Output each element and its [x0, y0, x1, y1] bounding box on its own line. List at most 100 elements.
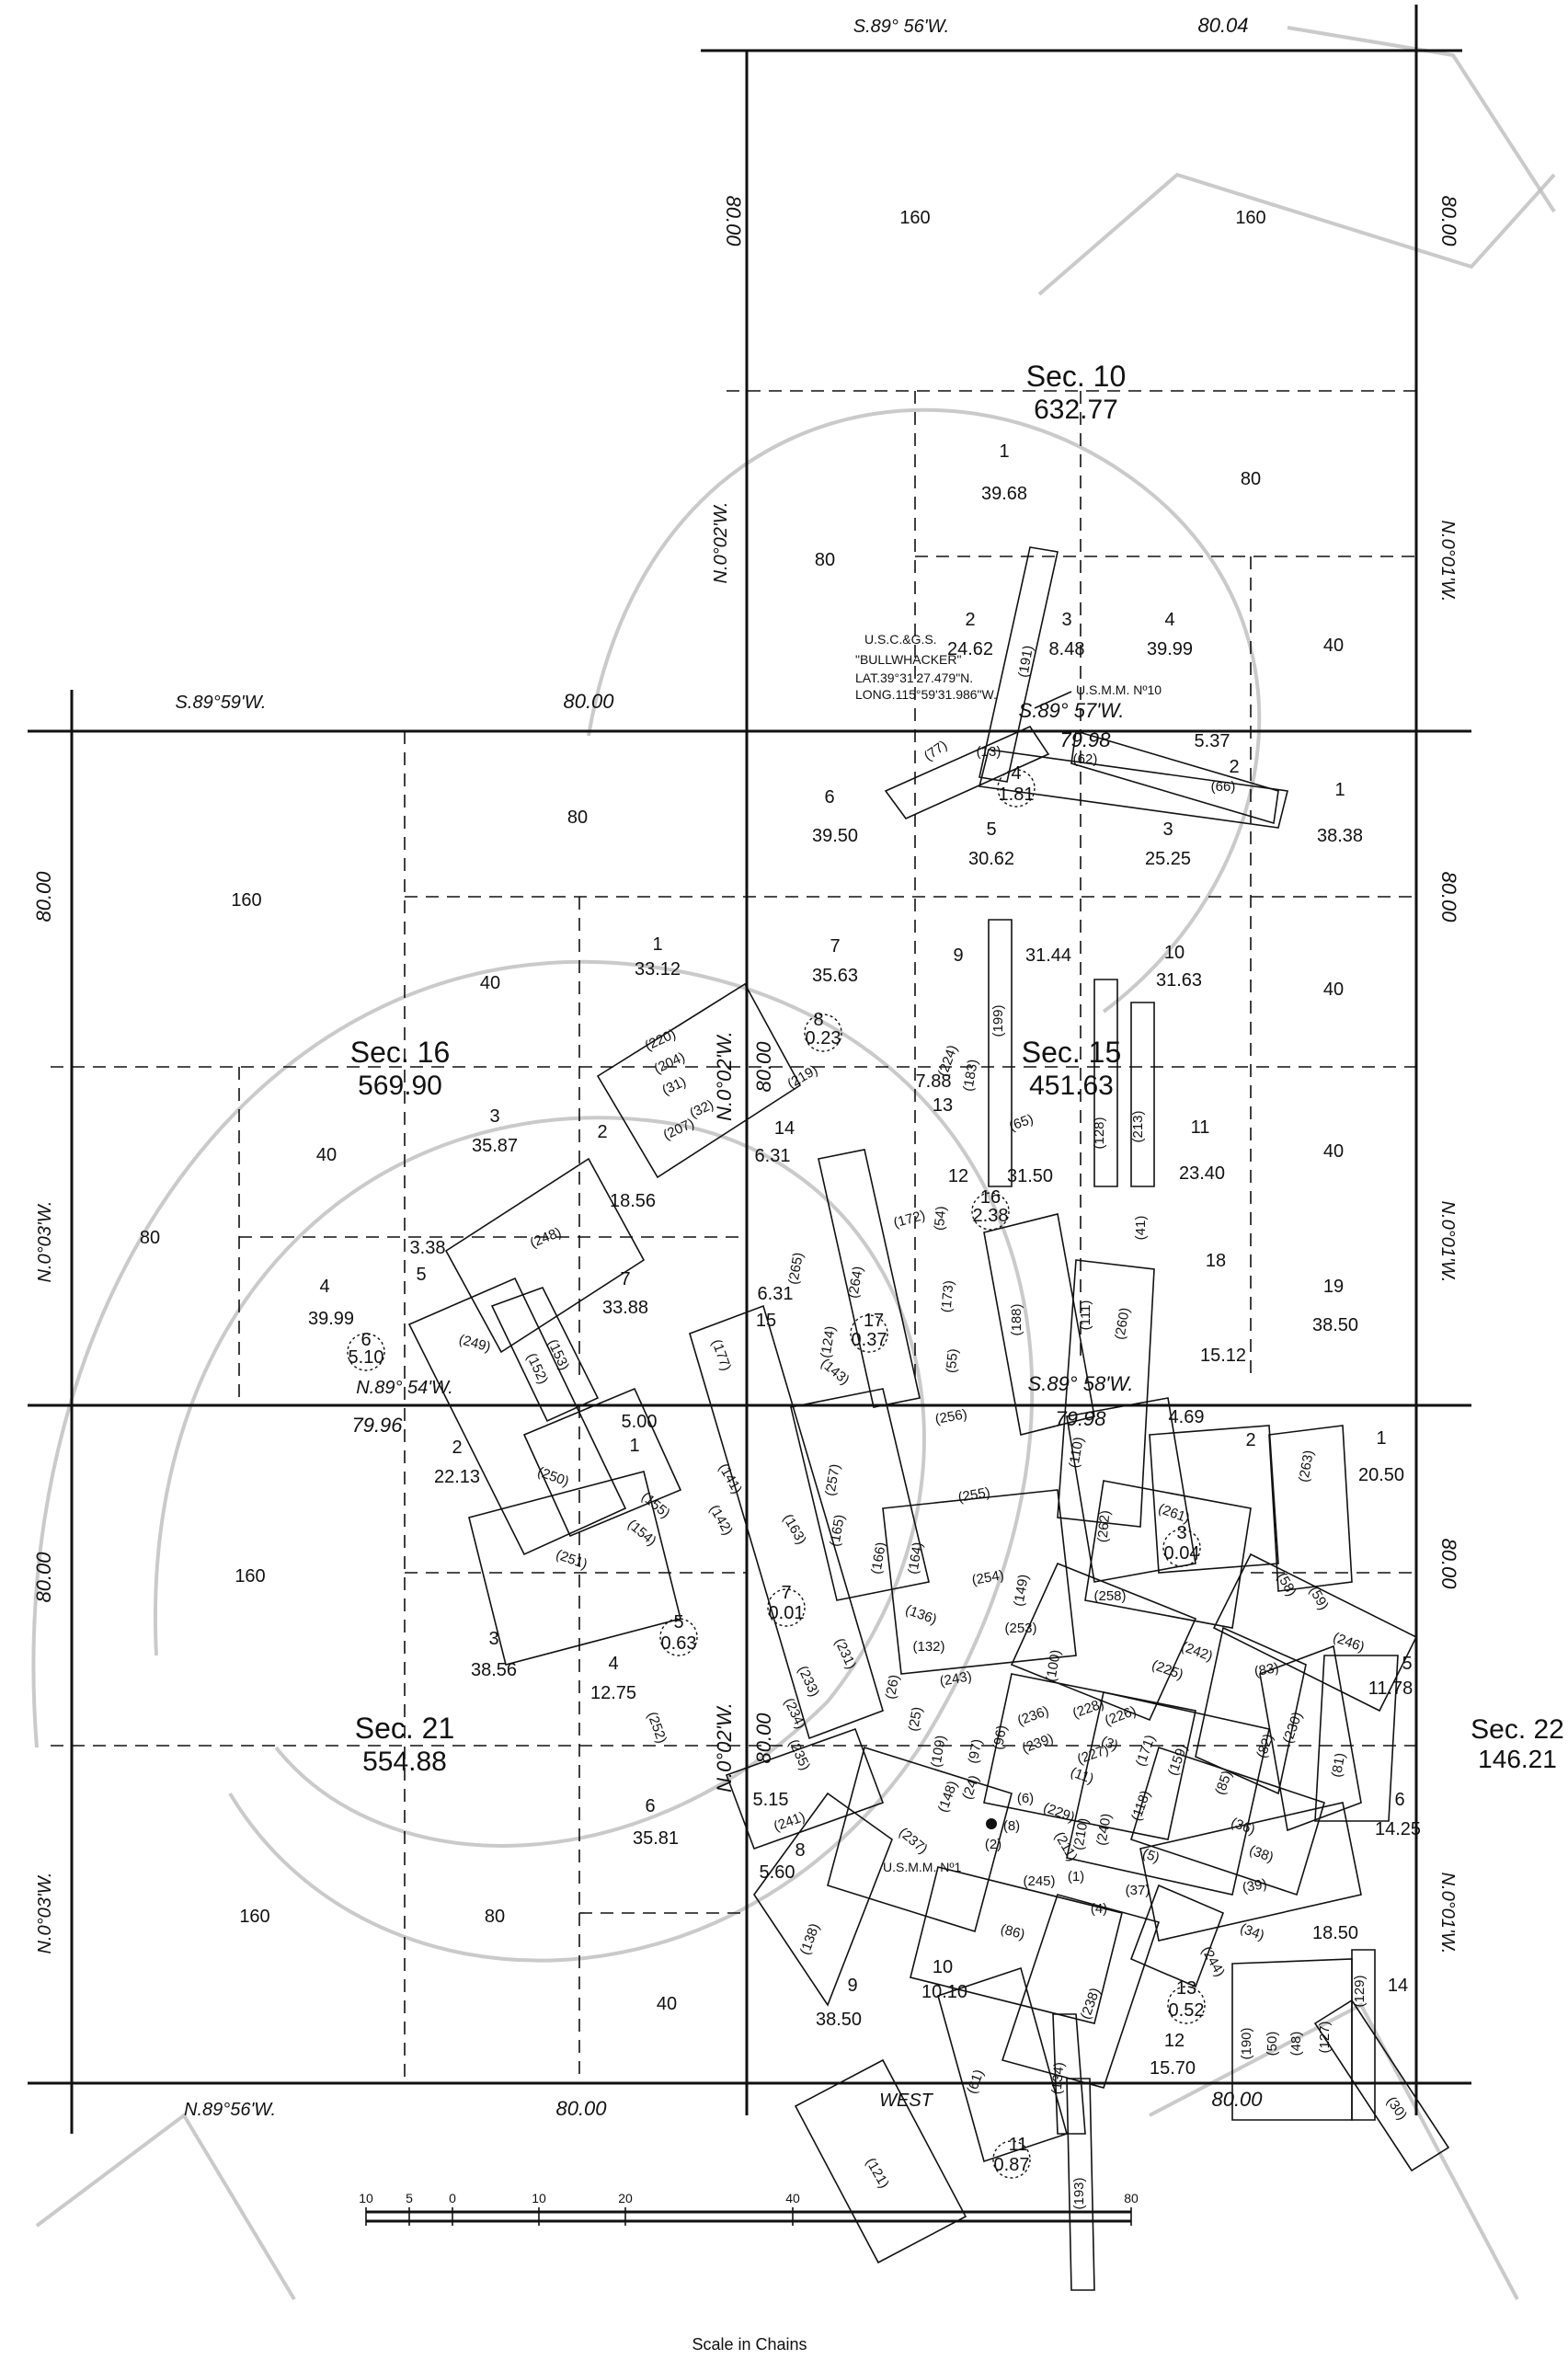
distance: 79.98 — [1055, 1407, 1106, 1430]
claim-outlines — [407, 546, 1450, 2291]
lot-label: 24.62 — [947, 639, 993, 659]
claim-label: (258) — [1093, 1588, 1126, 1604]
section-name: Sec. 10 — [1026, 360, 1127, 393]
lot-label: 1 — [999, 441, 1009, 462]
lot-label: 7 — [781, 1583, 791, 1603]
lot-label: 38.38 — [1317, 826, 1363, 846]
lot-label: 39.68 — [981, 484, 1027, 504]
lot-label: 4.69 — [1169, 1407, 1205, 1427]
claim-label: (204) — [652, 1049, 688, 1077]
claim-label: (8) — [1003, 1818, 1020, 1834]
claim-label: (127) — [1317, 2021, 1333, 2053]
claim-label: (233) — [795, 1664, 822, 1700]
lot-label: 10 — [1164, 943, 1185, 963]
scale-tick: 40 — [785, 2191, 800, 2205]
lot-label: 11.78 — [1368, 1678, 1413, 1699]
claim-label: (165) — [827, 1513, 848, 1547]
claim-label: (50) — [1265, 2032, 1280, 2056]
claim-label: (236) — [1015, 1703, 1051, 1729]
lot-label: 3 — [1162, 819, 1173, 840]
lot-label: 1 — [652, 934, 662, 955]
claim-label: (118) — [1128, 1789, 1154, 1824]
lot-label: 40 — [1323, 1141, 1344, 1162]
claim-label: (220) — [643, 1026, 679, 1054]
lot-label: 0.52 — [1169, 2000, 1205, 2021]
claim-label: (148) — [935, 1779, 961, 1815]
lot-label: 0.01 — [769, 1603, 805, 1623]
lot-label: 9 — [953, 945, 963, 966]
claim-label: (36) — [1229, 1815, 1257, 1838]
claim-label: (245) — [1023, 1873, 1055, 1889]
claim-label: (256) — [933, 1406, 967, 1427]
lot-label: 15.70 — [1150, 2058, 1196, 2079]
claim-label: (81) — [1329, 1752, 1348, 1779]
claim-label: (199) — [990, 1004, 1006, 1037]
lot-label: 39.99 — [1147, 639, 1193, 659]
lot-label: 80 — [485, 1907, 505, 1927]
lot-label: 35.63 — [812, 966, 858, 986]
monument-label: U.S.M.M. Nº1 — [883, 1860, 961, 1874]
claim-label: (77) — [921, 738, 951, 764]
lot-label: 5.37 — [1195, 731, 1230, 751]
claim-label: (128) — [1092, 1117, 1107, 1149]
monument-label: LAT.39°31'27.479"N. — [855, 670, 973, 685]
distance: 80.00 — [722, 195, 745, 246]
claim-label: (134) — [1049, 2061, 1068, 2094]
claim-label: (141) — [715, 1461, 745, 1496]
claim-label: (30) — [1383, 2094, 1410, 2124]
lot-label: 18.56 — [610, 1191, 656, 1211]
claim-label: (226) — [1103, 1703, 1139, 1729]
lot-label: 40 — [316, 1145, 337, 1165]
claim-label: (242) — [1179, 1639, 1215, 1665]
claim-label: (48) — [1288, 2032, 1304, 2056]
claim-label: (241) — [772, 1809, 807, 1835]
lot-label: 38.50 — [1312, 1315, 1358, 1335]
distance: 79.98 — [1059, 728, 1111, 751]
claim-label: (154) — [624, 1517, 659, 1550]
bearing: N.0°02'W. — [713, 1702, 736, 1793]
claim-label: (240) — [1093, 1812, 1115, 1846]
lot-label: 160 — [231, 890, 261, 911]
lot-label: 1 — [629, 1436, 639, 1456]
claim-label: (264) — [845, 1265, 866, 1299]
claim-label: (190) — [1239, 2027, 1254, 2059]
claim-label: (124) — [818, 1324, 839, 1358]
bearing: N.0°02'W. — [711, 502, 731, 584]
claim-label: (164) — [905, 1541, 926, 1575]
claim-label: (13) — [977, 744, 1001, 760]
claim-label: (1) — [1068, 1869, 1084, 1885]
lot-lines — [51, 390, 1416, 2083]
claim-label: (59) — [1306, 1584, 1332, 1613]
lot-label: 7.88 — [916, 1071, 952, 1092]
lot-label: 4 — [1011, 763, 1021, 784]
lot-label: 8 — [813, 1010, 823, 1030]
lot-label: 12.75 — [590, 1683, 636, 1703]
lot-label: 40 — [480, 973, 500, 993]
bearing: S.89° 57'W. — [1019, 699, 1125, 722]
claim-label: (34) — [1238, 1920, 1266, 1943]
lot-label: 6 — [824, 787, 834, 808]
claim-label: (25) — [906, 1706, 925, 1733]
lot-label: 7 — [620, 1269, 630, 1289]
bearing: N.0°03'W. — [35, 1873, 55, 1954]
lot-label: 2 — [965, 610, 975, 630]
lot-label: 35.81 — [633, 1828, 679, 1849]
lot-label: 4 — [608, 1654, 618, 1674]
lot-label: 25.25 — [1145, 849, 1191, 869]
claim-label: (253) — [1004, 1621, 1036, 1636]
claim-label: (55) — [944, 1348, 961, 1374]
distance: 80.00 — [555, 2097, 607, 2120]
claim-label: (5) — [1140, 1846, 1162, 1866]
claim-label: (85) — [1212, 1769, 1235, 1797]
claim-label: (86) — [999, 1921, 1026, 1942]
claim-label: (6) — [1017, 1791, 1034, 1806]
claim-label: (188) — [1009, 1303, 1024, 1335]
claim-label: (244) — [1198, 1943, 1228, 1979]
claim-label: (246) — [1331, 1630, 1367, 1655]
lot-label: 5 — [1402, 1654, 1412, 1674]
section-area: 554.88 — [362, 1747, 447, 1777]
claim-label: (142) — [706, 1502, 736, 1538]
lot-label: 38.56 — [471, 1660, 517, 1680]
claim-label: (100) — [1043, 1648, 1064, 1682]
scale-tick: 20 — [618, 2191, 633, 2205]
